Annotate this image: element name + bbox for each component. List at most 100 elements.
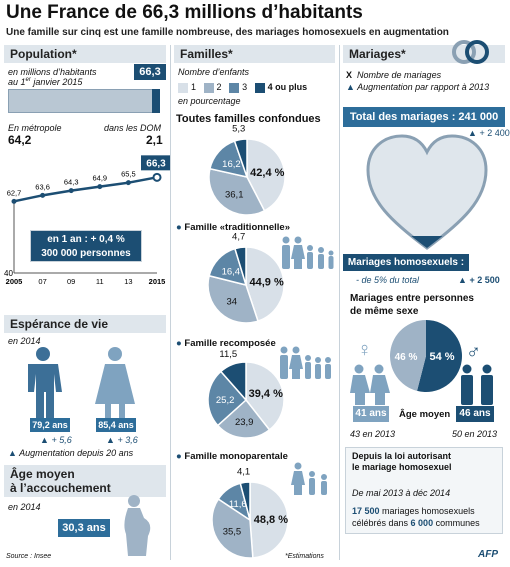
men-average-age: 46 ans xyxy=(456,406,494,422)
group-title-traditionnelle: ● Famille «traditionnelle» xyxy=(176,222,290,233)
pie-label: 4,1 xyxy=(237,466,250,477)
pie-slice xyxy=(216,398,271,439)
pie-slice xyxy=(211,497,254,559)
men-life-expectancy: 79,2 ans xyxy=(30,418,70,432)
law-stat-line1: 17 500 mariages homosexuels xyxy=(352,506,475,516)
recomposed-family-icon xyxy=(280,346,331,379)
homo-mariages-box: Mariages homosexuels : 10 000 xyxy=(343,254,469,285)
metro-value: 64,2 xyxy=(8,133,32,147)
group-title-recomposee: ● Famille recomposée xyxy=(176,338,276,349)
bullet-icon: ● xyxy=(176,451,182,462)
mariages-legend-count: X Nombre de mariages xyxy=(346,70,442,80)
data-label: 64,9 xyxy=(92,174,107,183)
end-label-badge xyxy=(141,155,170,171)
end-label: 66,3 xyxy=(146,158,166,169)
up-arrow-icon: ▲ xyxy=(8,448,17,458)
data-label: 62,7 xyxy=(7,188,22,197)
homo-mariages-share: - de 5% du total xyxy=(356,275,420,285)
legend-item-1: 1 xyxy=(178,82,196,93)
population-series-line xyxy=(13,176,158,203)
women-life-expectancy: 85,4 ans xyxy=(96,418,136,432)
age-moyen-heading: Âge moyen à l’accouchement xyxy=(4,465,166,497)
data-label: 65,5 xyxy=(121,170,136,179)
pie-label: 34 xyxy=(226,296,237,307)
women-couple-icon xyxy=(350,364,390,405)
up-arrow-icon: ▲ xyxy=(40,435,49,445)
men-gain: ▲ + 5,6 xyxy=(40,435,72,445)
dom-label: dans les DOM xyxy=(104,123,162,133)
law-box: Depuis la loi autorisant le mariage homo… xyxy=(345,447,503,534)
x-tick-label: 11 xyxy=(96,277,104,286)
population-line-chart: 40 62,7 2005 63,6 07 64,3 09 64,9 11 65,5 13 2015 66… xyxy=(4,155,170,286)
women-age-2013: 43 en 2013 xyxy=(350,429,396,439)
men-couple-icon xyxy=(461,364,493,405)
pie-label: 36,1 xyxy=(225,190,244,201)
up-arrow-icon: ▲ xyxy=(458,275,467,285)
familles-legend-title: Nombre d’enfants xyxy=(178,67,250,77)
same-sex-title-line1: Mariages entre personnes xyxy=(350,293,474,304)
growth-percent: en 1 an : + 0,4 % xyxy=(47,234,125,245)
pregnant-woman-icon xyxy=(124,495,151,556)
law-title-line2: le mariage homosexuel xyxy=(352,462,452,472)
pie-slice xyxy=(219,361,247,402)
up-arrow-icon: ▲ xyxy=(346,82,355,92)
pie-label: 16,4 xyxy=(222,267,241,278)
up-arrow-icon: ▲ xyxy=(106,435,115,445)
growth-persons: 300 000 personnes xyxy=(41,248,131,259)
data-point xyxy=(125,180,131,186)
esperance-year: en 2014 xyxy=(8,336,41,346)
pie-label: 5,3 xyxy=(232,125,245,135)
familles-pie-charts: 42,4 % 36,1 16,2 5,3 44,9 % 34 16,4 4,7 39,4 % 23… xyxy=(207,125,289,559)
population-heading: Population* xyxy=(4,45,166,63)
law-period: De mai 2013 à déc 2014 xyxy=(352,488,451,498)
page-subtitle: Une famille sur cinq est une famille nom… xyxy=(6,27,449,38)
man-figure-icon xyxy=(28,347,62,422)
law-title: Depuis la loi autorisant le mariage homo… xyxy=(352,451,452,473)
data-point xyxy=(152,172,162,182)
data-label: 64,3 xyxy=(64,178,79,187)
esperance-note: ▲ Augmentation depuis 20 ans xyxy=(8,448,134,458)
pie-label: 25,2 xyxy=(216,395,235,406)
woman-figure-icon xyxy=(95,347,135,422)
pie-label: 44,9 % xyxy=(250,277,284,289)
heart-chart xyxy=(366,134,488,250)
pie-slice xyxy=(234,246,247,286)
x-tick-label: 2005 xyxy=(6,277,23,286)
men-slice xyxy=(417,320,462,392)
law-title-line1: Depuis la loi autorisant xyxy=(352,451,452,461)
estimations-note: *Estimations xyxy=(285,553,324,560)
afp-logo: AFP xyxy=(478,549,498,560)
column-divider xyxy=(170,45,171,560)
traditional-family-icon xyxy=(282,236,334,269)
pie-label: 48,8 % xyxy=(254,514,288,526)
legend-item-3: 3 xyxy=(229,82,247,93)
women-average-age: 41 ans xyxy=(353,406,389,422)
total-mariages-gain: ▲ + 2 400 xyxy=(468,128,510,138)
data-point xyxy=(40,192,46,198)
pie-label: 4,7 xyxy=(232,232,245,243)
population-growth-box: en 1 an : + 0,4 % 300 000 personnes xyxy=(30,230,142,262)
metro-label: En métropole xyxy=(8,123,62,133)
column-divider xyxy=(339,45,340,560)
page-title: Une France de 66,3 millions d’habitants xyxy=(6,2,363,23)
legend-item-4: 4 ou plus xyxy=(254,82,307,93)
average-age-label: Âge moyen xyxy=(399,409,451,420)
pie-slice xyxy=(245,361,285,431)
familles-legend: 1 2 3 4 ou plus xyxy=(178,82,307,93)
pie-slice xyxy=(207,370,248,427)
data-point xyxy=(11,198,17,204)
men-age-2013: 50 en 2013 xyxy=(452,429,498,439)
pie-label: 11,6 xyxy=(229,499,247,510)
source-note: Source : Insee xyxy=(6,553,52,560)
men-pct-label: 54 % xyxy=(429,351,454,363)
male-symbol-icon: ♂ xyxy=(466,341,481,363)
pie-label: 39,4 % xyxy=(249,388,283,400)
group-title-toutes: Toutes familles confondues xyxy=(176,113,321,125)
age-moyen-heading-line1: Âge moyen xyxy=(10,467,75,481)
esperance-heading: Espérance de vie xyxy=(4,315,166,333)
bullet-icon: ● xyxy=(176,338,182,349)
population-bar xyxy=(8,89,160,113)
pie-label: 23,9 xyxy=(235,417,254,428)
single-parent-family-icon xyxy=(291,462,327,495)
y-tick-label: 40 xyxy=(4,269,13,278)
